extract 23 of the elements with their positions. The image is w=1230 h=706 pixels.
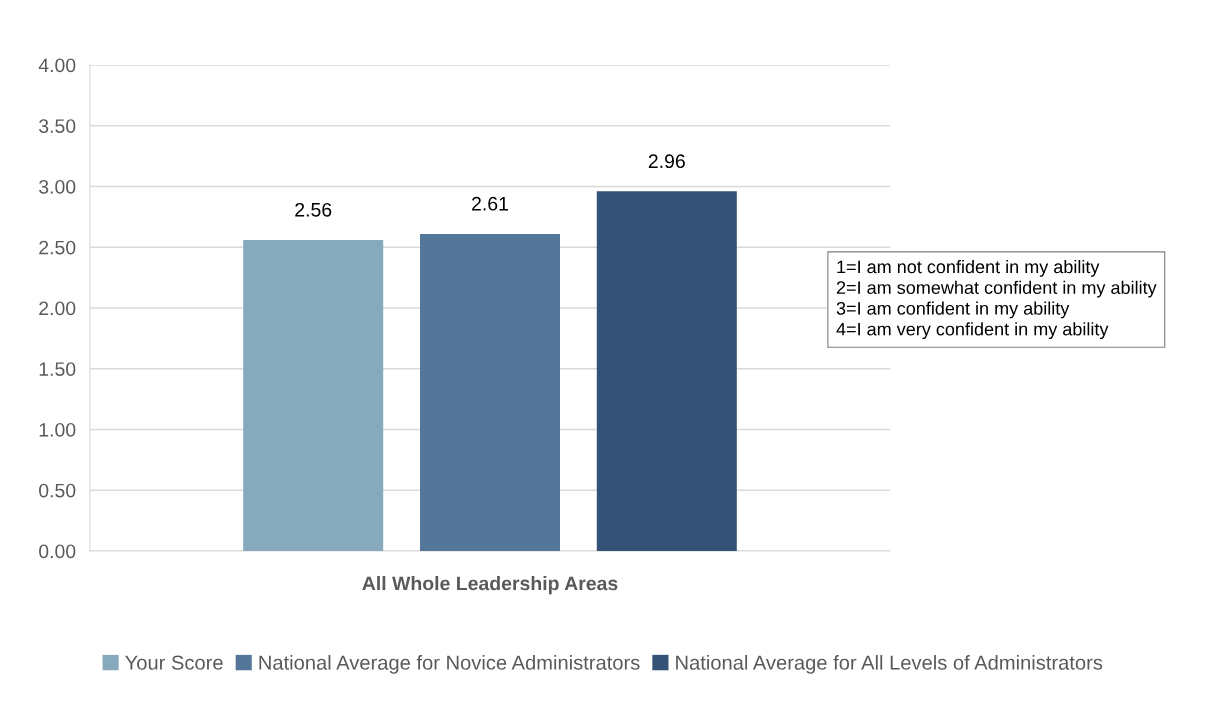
y-tick-label: 4.00	[38, 58, 76, 73]
legend-label: National Average for Novice Administrators	[259, 654, 640, 674]
y-tick-label: 2.50	[39, 240, 76, 255]
data-label: 2.61	[472, 196, 508, 211]
y-tick-label: 0.50	[39, 483, 76, 498]
y-tick-label: 1.50	[39, 362, 76, 376]
data-label: 2.96	[648, 154, 685, 169]
annotation: 4=I am very confident in my ability	[836, 322, 1109, 340]
y-tick-label: 3.00	[39, 179, 76, 194]
x-tick-label: All Whole Leadership Areas	[362, 576, 618, 595]
legend-label: National Average for All Levels of Administrators	[676, 654, 1103, 674]
bar	[243, 239, 384, 551]
y-tick-label: 2.00	[39, 301, 76, 316]
annotation: 2=I am somewhat confident in my ability	[836, 280, 1157, 298]
y-tick-label: 0.00	[39, 544, 76, 559]
bar	[596, 191, 737, 551]
annotation: 1=I am not confident in my ability	[837, 260, 1100, 277]
legend-label: Your Score	[125, 655, 223, 670]
data-label: 2.56	[295, 202, 332, 217]
bar	[420, 233, 560, 551]
y-tick-label: 3.50	[39, 119, 76, 133]
y-tick-label: 1.00	[39, 422, 76, 437]
annotation: 3=I am confident in my ability	[836, 301, 1070, 319]
